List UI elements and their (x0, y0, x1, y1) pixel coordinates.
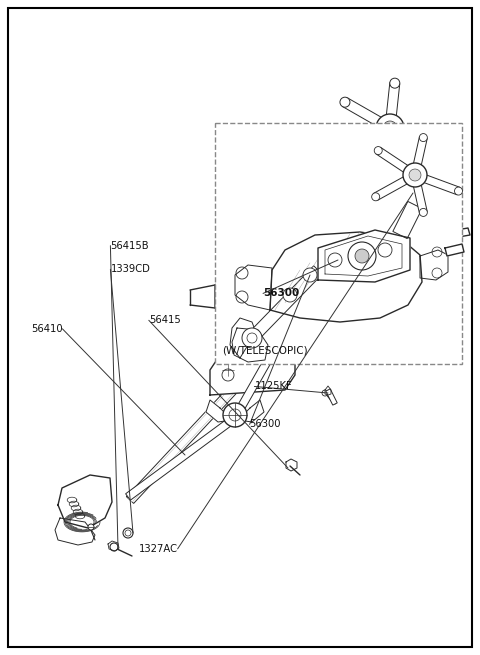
Polygon shape (420, 250, 448, 280)
Polygon shape (246, 266, 322, 344)
Polygon shape (58, 475, 112, 528)
Circle shape (353, 243, 367, 257)
Circle shape (403, 163, 427, 187)
Text: 1125KF: 1125KF (254, 381, 292, 392)
Text: 56415: 56415 (149, 315, 180, 326)
Text: 1327AC: 1327AC (139, 544, 178, 554)
Polygon shape (385, 83, 400, 128)
Polygon shape (299, 157, 391, 293)
Polygon shape (335, 188, 455, 265)
Polygon shape (270, 232, 422, 322)
Circle shape (88, 524, 94, 530)
Polygon shape (235, 265, 272, 310)
Circle shape (110, 543, 118, 551)
Circle shape (378, 243, 392, 257)
Polygon shape (230, 318, 258, 358)
Polygon shape (342, 98, 393, 132)
Polygon shape (326, 389, 337, 405)
Text: 1339CD: 1339CD (110, 264, 150, 274)
Circle shape (318, 255, 332, 269)
Polygon shape (215, 272, 255, 320)
Polygon shape (414, 171, 460, 195)
Polygon shape (128, 273, 342, 502)
Circle shape (328, 253, 342, 267)
Polygon shape (55, 518, 95, 545)
Polygon shape (210, 340, 295, 395)
Polygon shape (342, 124, 393, 158)
Text: 56300: 56300 (250, 419, 281, 430)
Circle shape (374, 147, 382, 155)
Polygon shape (126, 415, 238, 500)
Polygon shape (318, 230, 410, 282)
Bar (215, 123, 462, 364)
Polygon shape (379, 153, 396, 170)
Polygon shape (445, 244, 464, 256)
Polygon shape (445, 228, 470, 239)
Text: 56300: 56300 (263, 288, 300, 299)
Circle shape (355, 249, 369, 263)
Text: 56410: 56410 (31, 324, 62, 334)
Polygon shape (393, 202, 422, 238)
Circle shape (455, 187, 463, 195)
Circle shape (357, 210, 373, 226)
Circle shape (340, 97, 350, 107)
Circle shape (303, 268, 317, 282)
Circle shape (383, 121, 397, 135)
Polygon shape (375, 245, 412, 278)
Circle shape (123, 528, 133, 538)
Circle shape (382, 200, 398, 216)
Polygon shape (231, 293, 309, 420)
Polygon shape (374, 172, 417, 200)
Polygon shape (411, 137, 427, 176)
Circle shape (420, 134, 427, 141)
Polygon shape (255, 230, 380, 330)
Circle shape (283, 288, 297, 302)
Circle shape (395, 167, 405, 178)
Circle shape (390, 78, 400, 88)
Circle shape (271, 291, 285, 305)
Circle shape (322, 390, 328, 396)
Polygon shape (411, 174, 427, 214)
Polygon shape (376, 147, 417, 178)
Circle shape (242, 328, 262, 348)
Text: 56415B: 56415B (110, 240, 149, 251)
Circle shape (407, 197, 423, 213)
Circle shape (372, 193, 380, 201)
Polygon shape (385, 127, 405, 174)
Circle shape (223, 403, 247, 427)
Polygon shape (126, 272, 344, 504)
Circle shape (420, 208, 427, 216)
Circle shape (409, 169, 421, 181)
Polygon shape (238, 400, 264, 422)
Circle shape (408, 188, 418, 198)
Circle shape (348, 242, 376, 270)
Circle shape (376, 114, 404, 142)
Text: (W/TELESCOPIC): (W/TELESCOPIC) (222, 345, 308, 356)
Circle shape (340, 149, 350, 159)
Circle shape (438, 195, 458, 215)
Circle shape (293, 271, 307, 285)
Circle shape (341, 243, 355, 257)
Polygon shape (206, 400, 232, 422)
Polygon shape (388, 123, 442, 152)
Circle shape (435, 142, 445, 152)
